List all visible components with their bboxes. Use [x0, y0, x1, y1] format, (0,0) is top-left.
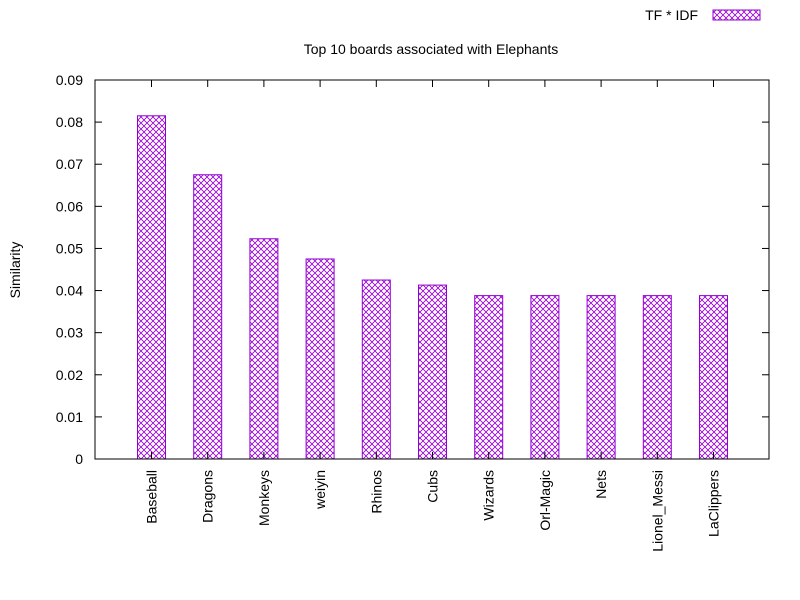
x-tick-label: Rhinos — [368, 470, 384, 514]
y-tick-label: 0.03 — [56, 325, 83, 341]
y-tick-label: 0.06 — [56, 198, 83, 214]
y-axis-ticks: 0 0.01 0.02 0.03 0.04 0.05 0.06 0.07 0.08 0.09 — [56, 72, 769, 467]
y-tick-label: 0.04 — [56, 283, 83, 299]
x-tick-label: Wizards — [481, 470, 497, 521]
x-tick-label: Orl-Magic — [537, 470, 553, 531]
bar-dragons — [193, 174, 223, 460]
legend-swatch — [712, 9, 761, 21]
bar-nets — [586, 295, 616, 460]
x-tick-label: Dragons — [200, 470, 216, 523]
y-tick-label: 0.09 — [56, 72, 83, 88]
bar-rhinos — [361, 279, 391, 460]
bar-cubs — [418, 284, 447, 460]
x-tick-label: Cubs — [425, 470, 441, 503]
bar-orl-magic — [530, 295, 560, 460]
bars-group — [137, 115, 728, 460]
y-axis-label: Similarity — [7, 242, 23, 299]
legend-label: TF * IDF — [645, 7, 698, 23]
y-tick-label: 0.07 — [56, 156, 83, 172]
bar-weiyin — [305, 258, 335, 460]
bar-lionel-messi — [642, 295, 672, 460]
y-tick-label: 0.02 — [56, 367, 83, 383]
y-tick-label: 0.05 — [56, 240, 83, 256]
x-tick-label: Nets — [593, 470, 609, 499]
bar-baseball — [137, 115, 166, 460]
plot-frame — [94, 79, 770, 460]
x-tick-label: Baseball — [144, 470, 160, 524]
x-tick-label: Monkeys — [256, 470, 272, 526]
y-tick-label: 0.01 — [56, 409, 83, 425]
x-tick-label: weiyin — [312, 470, 328, 510]
x-tick-label: LaClippers — [706, 470, 722, 537]
x-axis-ticks: Baseball Dragons Monkeys weiyin Rhinos Cubs Wi… — [144, 80, 722, 552]
bar-monkeys — [249, 238, 279, 460]
bar-wizards — [474, 295, 504, 460]
bar-laclippers — [699, 295, 728, 460]
chart-title: Top 10 boards associated with Elephants — [304, 41, 559, 57]
y-tick-label: 0.08 — [56, 114, 83, 130]
x-tick-label: Lionel_Messi — [649, 470, 665, 552]
y-tick-label: 0 — [75, 451, 83, 467]
